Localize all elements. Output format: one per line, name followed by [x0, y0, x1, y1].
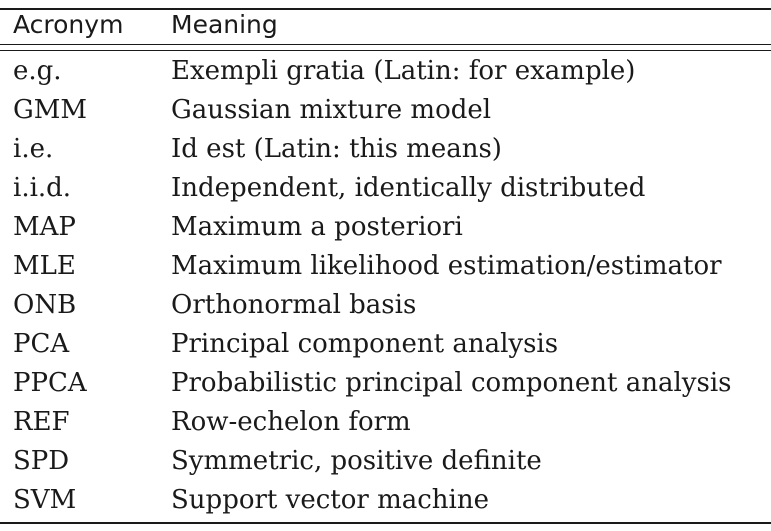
- table-cell-meaning: Id est (Latin: this means): [171, 134, 502, 164]
- table-cell-meaning: Support vector machine: [171, 485, 489, 515]
- table-cell-meaning: Exempli gratia (Latin: for example): [171, 56, 636, 86]
- table-cell-acronym: REF: [13, 407, 70, 437]
- table-cell-acronym: i.e.: [13, 134, 54, 164]
- table-bottom-rule: [0, 522, 771, 524]
- table-cell-meaning: Principal component analysis: [171, 329, 559, 359]
- table-top-rule: [0, 8, 771, 10]
- table-cell-meaning: Probabilistic principal component analys…: [171, 368, 732, 398]
- table-cell-acronym: e.g.: [13, 56, 62, 86]
- header-acronym: Acronym: [13, 10, 124, 39]
- table-cell-meaning: Row-echelon form: [171, 407, 411, 437]
- table-cell-acronym: MLE: [13, 251, 76, 281]
- header-meaning: Meaning: [171, 10, 278, 39]
- table-cell-meaning: Maximum likelihood estimation/estimator: [171, 251, 722, 281]
- table-header-rule-upper: [0, 44, 771, 45]
- table-cell-acronym: SVM: [13, 485, 77, 515]
- table-cell-acronym: GMM: [13, 95, 88, 125]
- table-cell-meaning: Gaussian mixture model: [171, 95, 492, 125]
- table-cell-acronym: MAP: [13, 212, 76, 242]
- table-cell-acronym: PPCA: [13, 368, 87, 398]
- table-cell-acronym: PCA: [13, 329, 70, 359]
- table-cell-meaning: Symmetric, positive definite: [171, 446, 542, 476]
- table-cell-meaning: Independent, identically distributed: [171, 173, 646, 203]
- table-cell-acronym: ONB: [13, 290, 77, 320]
- table-header-rule-lower: [0, 50, 771, 51]
- table-cell-acronym: i.i.d.: [13, 173, 72, 203]
- table-cell-acronym: SPD: [13, 446, 70, 476]
- table-cell-meaning: Orthonormal basis: [171, 290, 417, 320]
- table-cell-meaning: Maximum a posteriori: [171, 212, 463, 242]
